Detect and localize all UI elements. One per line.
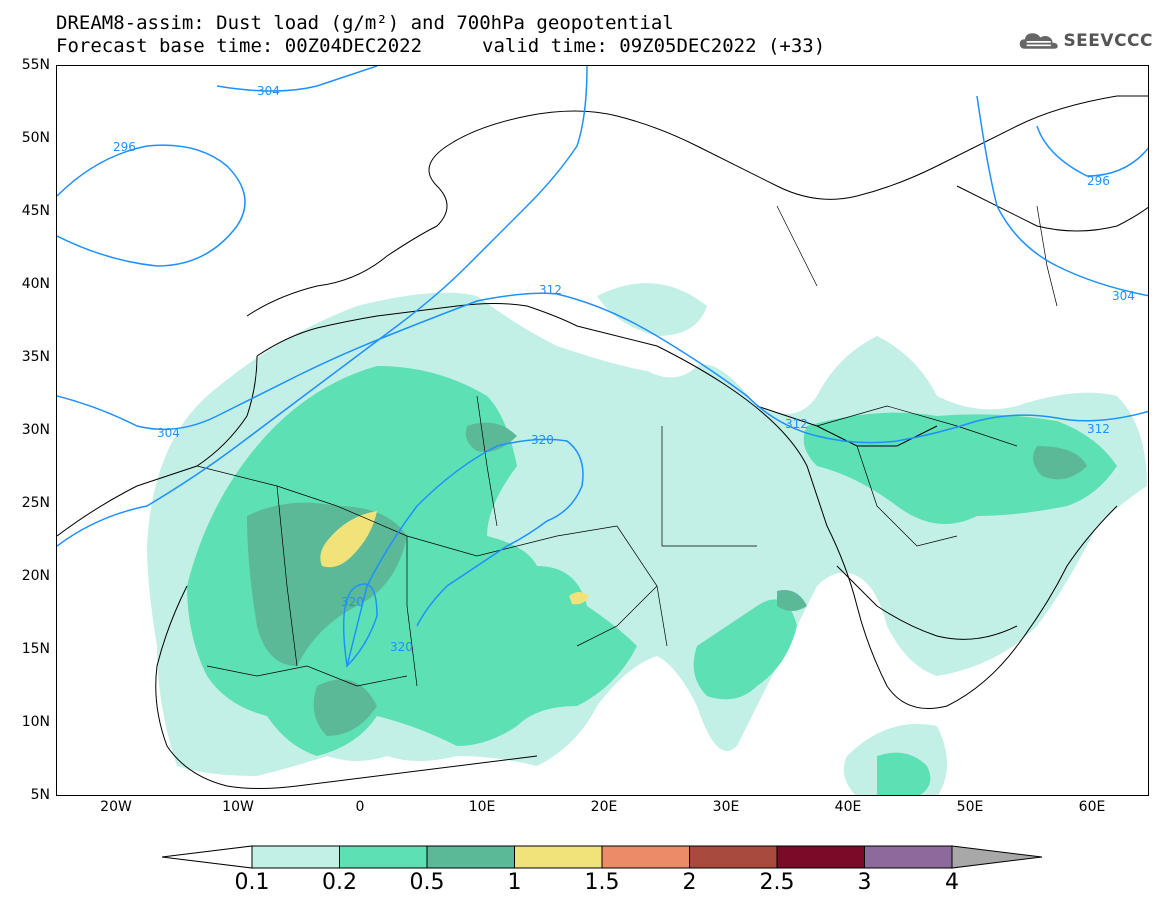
contour-label: 296 — [113, 140, 136, 154]
lat-label: 15N — [21, 641, 50, 657]
contour-labels: 304 296 312 304 320 320 320 312 312 296 … — [113, 84, 1135, 654]
lon-label: 30E — [712, 799, 740, 815]
forecast-base-time: Forecast base time: 00Z04DEC2022 — [56, 35, 423, 57]
colorbar-low-arrow — [161, 845, 253, 869]
dust-load-map: 304 296 312 304 320 320 320 312 312 296 … — [57, 66, 1148, 795]
contour-label: 304 — [157, 426, 180, 440]
colorbar-segment — [339, 845, 428, 869]
valid-time: valid time: 09Z05DEC2022 (+33) — [482, 35, 826, 57]
contour-label: 312 — [1087, 422, 1110, 436]
lon-label: 10W — [222, 799, 254, 815]
contour-304-east — [976, 95, 1148, 297]
colorbar-label: 0.5 — [409, 870, 445, 895]
contour-label: 320 — [390, 640, 413, 654]
colorbar-label: 0.1 — [234, 870, 270, 895]
colorbar — [161, 845, 1043, 869]
colorbar-segment — [251, 845, 340, 869]
lat-label: 45N — [21, 203, 50, 219]
colorbar-high-arrow — [951, 845, 1043, 869]
contour-label: 304 — [257, 84, 280, 98]
contour-296-east — [1036, 125, 1148, 177]
colorbar-segment — [514, 845, 603, 869]
dust-load-peak-area — [320, 511, 589, 605]
lat-label: 40N — [21, 276, 50, 292]
contour-304-north — [216, 66, 378, 92]
colorbar-label: 4 — [945, 870, 959, 895]
colorbar-segment — [864, 845, 953, 869]
contour-label: 304 — [1112, 289, 1135, 303]
lat-label: 35N — [21, 349, 50, 365]
map-title: DREAM8-assim: Dust load (g/m²) and 700hP… — [56, 12, 674, 34]
colorbar-segment — [776, 845, 865, 869]
map-panel: 304 296 312 304 320 320 320 312 312 296 … — [56, 65, 1149, 796]
colorbar-label: 1.5 — [584, 870, 620, 895]
lon-label: 20W — [100, 799, 132, 815]
contour-320-loop — [342, 583, 378, 668]
colorbar-segment — [426, 845, 515, 869]
logo-text: SEEVCCC — [1063, 31, 1153, 51]
contour-label: 320 — [531, 433, 554, 447]
colorbar-label: 2 — [682, 870, 697, 895]
lon-label: 60E — [1078, 799, 1106, 815]
lat-label: 5N — [30, 787, 50, 803]
contour-label: 296 — [1087, 174, 1110, 188]
colorbar-segment — [601, 845, 690, 869]
colorbar-segment — [689, 845, 778, 869]
lon-label: 50E — [956, 799, 984, 815]
contour-label: 320 — [341, 595, 364, 609]
contour-304-west — [57, 66, 588, 547]
contour-label: 312 — [785, 417, 808, 431]
dust-load-high-area — [247, 422, 1087, 736]
lat-label: 30N — [21, 422, 50, 438]
lon-label: 10E — [468, 799, 496, 815]
lat-label: 20N — [21, 568, 50, 584]
cloud-logo-icon — [1019, 33, 1058, 49]
lat-label: 50N — [21, 130, 50, 146]
seevccc-logo: SEEVCCC — [1018, 24, 1153, 58]
contour-label: 312 — [539, 283, 562, 297]
colorbar-label: 1 — [507, 870, 522, 895]
colorbar-label: 0.2 — [322, 870, 357, 895]
lat-label: 10N — [21, 714, 50, 730]
lon-label: 20E — [590, 799, 618, 815]
lat-label: 55N — [21, 57, 50, 73]
geopotential-contours — [57, 66, 1148, 668]
contour-312 — [57, 292, 1148, 444]
lon-label: 0 — [355, 799, 365, 815]
lat-label: 25N — [21, 495, 50, 511]
colorbar-label: 3 — [857, 870, 872, 895]
colorbar-label: 2.5 — [759, 870, 795, 895]
contour-296-west — [57, 144, 246, 267]
country-borders — [196, 205, 1058, 687]
lon-label: 40E — [834, 799, 862, 815]
contour-320 — [346, 438, 584, 667]
coastlines — [57, 95, 1148, 789]
